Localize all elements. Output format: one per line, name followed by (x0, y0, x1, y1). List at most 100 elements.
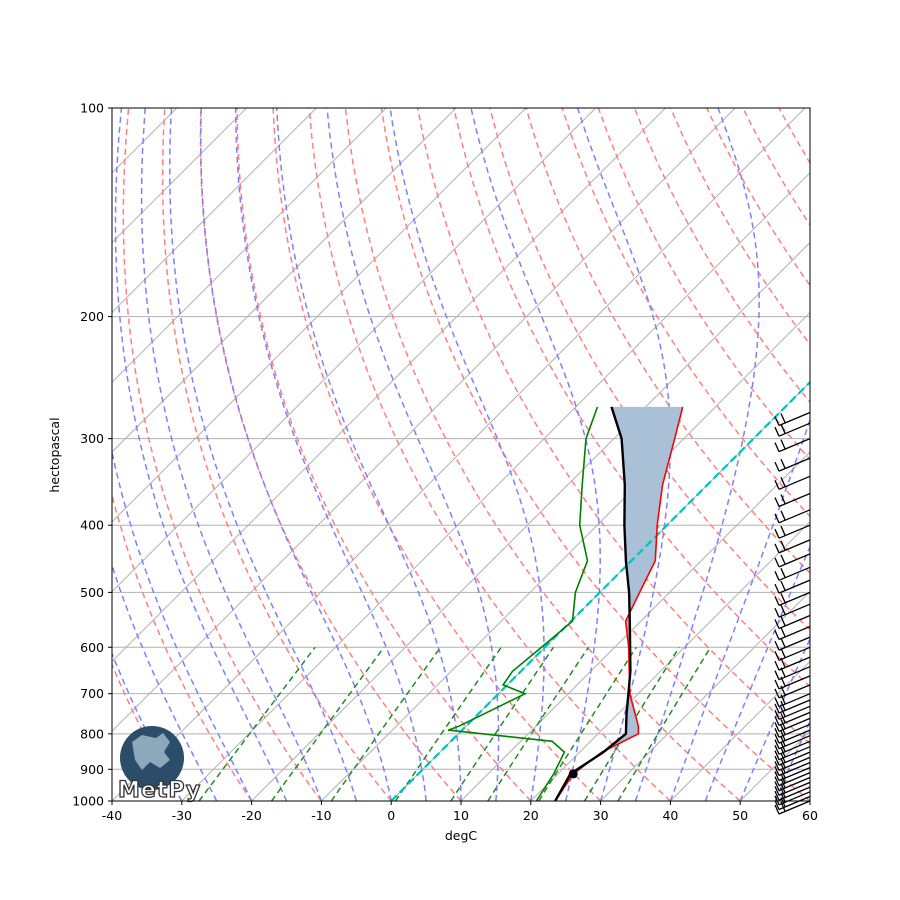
moist-adiabat-line (704, 544, 810, 801)
wind-barb-flag (774, 497, 780, 507)
wind-barb-staff (778, 539, 811, 554)
wind-barb-flag (780, 540, 786, 551)
wind-barb-flag (780, 763, 786, 773)
x-axis-label: degC (445, 828, 478, 843)
globe-continent (132, 733, 170, 770)
wind-barb-staff (778, 656, 811, 671)
wind-barb-flag (774, 750, 780, 760)
x-tick-label: 60 (802, 808, 818, 823)
wind-barb-flag (780, 554, 786, 565)
isotherm-line (809, 800, 810, 801)
moist-adiabat-line (634, 108, 760, 801)
wind-barb-staff (778, 591, 811, 606)
dry-adiabat-line (161, 108, 392, 801)
wind-barb-staff (778, 746, 811, 761)
wind-barb (774, 475, 811, 490)
dry-adiabat-line (597, 108, 810, 461)
lcl-marker (568, 769, 578, 779)
wind-barb-flag (774, 513, 780, 524)
wind-barb-staff (778, 625, 811, 641)
logo-label: MetPy (118, 778, 201, 803)
wind-barb-flag (774, 583, 780, 594)
skewed-isotherms (112, 108, 810, 801)
x-tick-label: -10 (311, 808, 331, 823)
y-tick-label: 600 (80, 640, 104, 655)
wind-barb-flag (774, 771, 780, 781)
wind-barb-flag (774, 480, 780, 490)
dry-adiabats (112, 108, 900, 801)
wind-barb-staff (778, 740, 811, 755)
dry-adiabat-line (888, 108, 900, 801)
dry-adiabat-line (453, 108, 810, 688)
wind-barb-staff (778, 723, 811, 738)
isotherm-line (600, 590, 810, 801)
moist-adiabat-line (169, 108, 358, 801)
wind-barb (774, 636, 811, 651)
isotherm-line (112, 108, 527, 523)
wind-barb-flag (780, 494, 786, 504)
moist-adiabat-line (276, 108, 462, 801)
wind-barb-staff (778, 509, 811, 524)
wind-barb-flag (780, 525, 786, 536)
wind-barb-flag (780, 568, 786, 578)
wind-barb-staff (778, 795, 811, 811)
mixing-ratio-line (617, 646, 712, 801)
x-tick-label: 30 (593, 808, 609, 823)
wind-barbs (774, 411, 811, 815)
x-tick-label: -40 (102, 808, 122, 823)
wind-barb-staff (778, 566, 811, 581)
wind-barb-staff (778, 475, 811, 490)
mixing-ratio-line (330, 646, 442, 801)
wind-barb-flag (780, 627, 786, 637)
wind-barb (774, 772, 811, 787)
mixing-ratio-line (270, 646, 385, 801)
wind-barb-flag (774, 630, 780, 640)
mixing-ratio-line (583, 646, 680, 801)
wind-barb-flag (780, 773, 786, 783)
wind-barb-flag (780, 477, 786, 487)
wind-barb-flag (774, 710, 780, 720)
dewpoint-line (447, 406, 599, 801)
moist-adiabat-line (200, 108, 392, 801)
wind-barb-flag (774, 790, 780, 801)
y-tick-label: 200 (80, 309, 104, 324)
wind-barb-staff (778, 579, 811, 594)
moist-adiabat-line (112, 448, 253, 801)
x-tick-label: -30 (172, 808, 192, 823)
y-axis-label: hectopascal (47, 417, 62, 492)
wind-barb-staff (778, 705, 811, 720)
isotherm-line (112, 108, 247, 244)
wind-barb-flag (780, 580, 786, 591)
wind-barb-flag (774, 739, 780, 749)
wind-barb-flag (774, 697, 780, 707)
wind-barb-staff (778, 781, 811, 796)
wind-barb-flag (780, 413, 786, 423)
wind-barb-flag (774, 543, 780, 554)
wind-barb (774, 614, 811, 630)
y-tick-label: 400 (80, 518, 104, 533)
x-tick-label: 40 (662, 808, 678, 823)
wind-barb-flag (774, 722, 780, 732)
wind-barb-staff (778, 717, 811, 732)
x-tick-label: 10 (453, 808, 469, 823)
isotherm-line (181, 172, 810, 801)
wind-barb-staff (778, 711, 811, 726)
wind-barb-staff (778, 492, 811, 508)
wind-barb (774, 411, 811, 427)
wind-barb (774, 566, 811, 581)
wind-barb-staff (778, 684, 811, 699)
wind-barb-flag (780, 423, 786, 434)
wind-barb-flag (774, 800, 780, 810)
isotherm-line (251, 241, 810, 801)
dry-adiabat-line (815, 108, 900, 801)
wind-barb-staff (778, 767, 811, 782)
wind-barb-flag (780, 439, 786, 449)
wind-barb-flag (780, 616, 786, 626)
y-tick-label: 700 (80, 686, 104, 701)
wind-barb-flag (774, 640, 780, 651)
isotherm-line (460, 451, 810, 801)
wind-barb-staff (778, 735, 811, 750)
mixing-ratio-line (487, 646, 590, 801)
mixing-ratio-line (198, 646, 316, 801)
wind-barb-flag (774, 557, 780, 568)
